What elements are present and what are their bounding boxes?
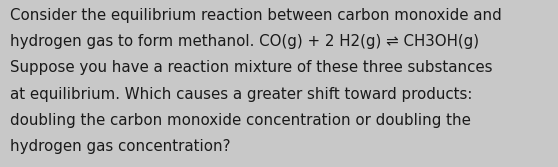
Text: doubling the carbon monoxide concentration or doubling the: doubling the carbon monoxide concentrati… <box>10 113 471 128</box>
Text: at equilibrium. Which causes a greater shift toward products:: at equilibrium. Which causes a greater s… <box>10 87 473 102</box>
Text: hydrogen gas concentration?: hydrogen gas concentration? <box>10 139 230 154</box>
Text: Suppose you have a reaction mixture of these three substances: Suppose you have a reaction mixture of t… <box>10 60 493 75</box>
Text: Consider the equilibrium reaction between carbon monoxide and: Consider the equilibrium reaction betwee… <box>10 8 502 23</box>
Text: hydrogen gas to form methanol. CO(g) + 2 H2(g) ⇌ CH3OH(g): hydrogen gas to form methanol. CO(g) + 2… <box>10 34 479 49</box>
